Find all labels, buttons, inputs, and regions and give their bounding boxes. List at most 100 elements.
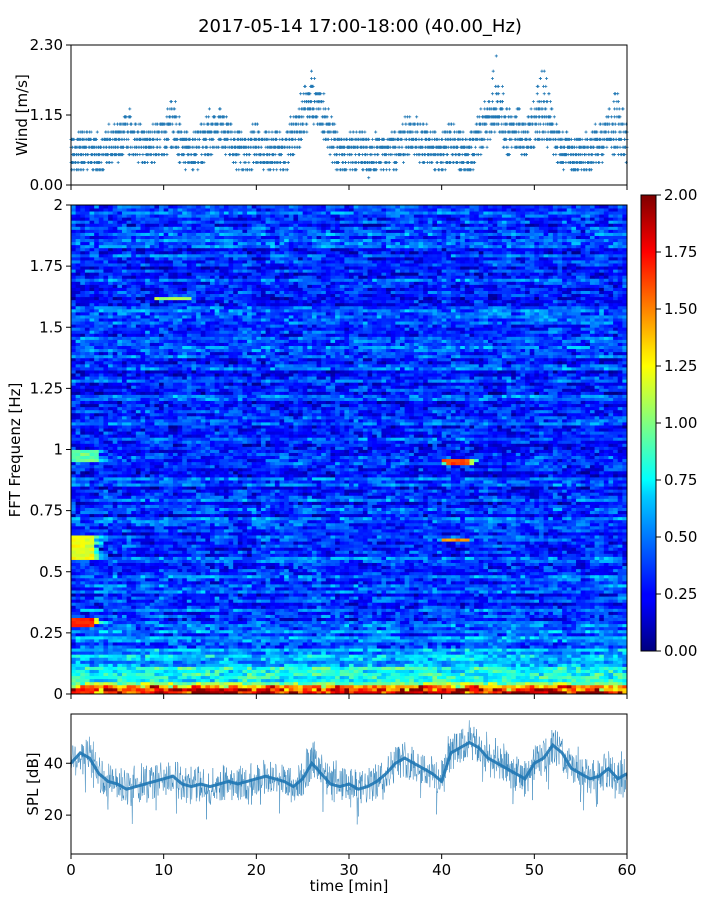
spectrogram-cell xyxy=(534,660,539,663)
spectrogram-cell xyxy=(173,682,178,685)
spectrogram-cell xyxy=(590,645,595,648)
spectrogram-cell xyxy=(256,663,261,666)
spectrogram-cell xyxy=(423,685,428,688)
spectrogram-cell xyxy=(465,654,470,657)
spectrogram-cell xyxy=(423,654,428,657)
wind-point xyxy=(322,92,325,95)
spectrogram-cell xyxy=(562,673,567,676)
spectrogram-cell xyxy=(76,670,81,673)
spectrogram-cell xyxy=(474,648,479,651)
spectrogram-cell xyxy=(525,657,530,660)
spectrogram-cell xyxy=(233,685,238,688)
spectrogram-cell xyxy=(391,648,396,651)
spectrogram-cell xyxy=(340,685,345,688)
spectrogram-cell xyxy=(178,673,183,676)
spectrogram-cell xyxy=(154,660,159,663)
spectrogram-cell xyxy=(76,657,81,660)
spectrogram-cell xyxy=(187,657,192,660)
spectrogram-cell xyxy=(465,682,470,685)
wind-point xyxy=(289,115,292,118)
spectrogram-cell xyxy=(590,688,595,691)
spectrogram-cell xyxy=(136,651,141,654)
spectrogram-cell xyxy=(405,654,410,657)
spectrogram-cell xyxy=(303,645,308,648)
spectrogram-cell xyxy=(571,676,576,679)
spectrogram-cell xyxy=(307,685,312,688)
spectrogram-cell xyxy=(94,648,99,651)
spectrogram-cell xyxy=(460,651,465,654)
spectrogram-cell xyxy=(391,642,396,645)
spectrogram-cell xyxy=(252,688,257,691)
spectrogram-cell xyxy=(154,682,159,685)
wind-point xyxy=(470,146,473,149)
spectrogram-cell xyxy=(154,676,159,679)
spectrogram-cell xyxy=(145,673,150,676)
spectrogram-cell xyxy=(363,673,368,676)
spectrogram-cell xyxy=(395,663,400,666)
spectrogram-cell xyxy=(136,670,141,673)
spectrogram-cell xyxy=(178,663,183,666)
spectrogram-cell xyxy=(599,660,604,663)
spectrogram-cell xyxy=(117,679,122,682)
spectrogram-cell xyxy=(99,676,104,679)
spectrogram-cell xyxy=(488,645,493,648)
spectrogram-cell xyxy=(303,663,308,666)
spectrogram-cell xyxy=(145,642,150,645)
spectrogram-cell xyxy=(266,666,271,669)
spectrogram-cell xyxy=(363,648,368,651)
spectrogram-cell xyxy=(377,682,382,685)
spectrogram-cell xyxy=(590,660,595,663)
spectrogram-cell xyxy=(354,666,359,669)
spectrogram-cell xyxy=(502,645,507,648)
spectrogram-cell xyxy=(516,660,521,663)
spectrogram-cell xyxy=(266,685,271,688)
spectrogram-cell xyxy=(344,660,349,663)
spectrogram-cell xyxy=(474,657,479,660)
wind-point xyxy=(539,123,542,126)
spectrogram-cell xyxy=(71,663,76,666)
spectrogram-cell xyxy=(94,676,99,679)
spectrogram-cell xyxy=(395,679,400,682)
spectrogram-cell xyxy=(409,688,414,691)
spectrogram-cell xyxy=(451,648,456,651)
spectrogram-cell xyxy=(215,688,220,691)
wind-x-ticks xyxy=(71,185,627,190)
spectrogram-cell xyxy=(136,673,141,676)
spectrogram-cell xyxy=(349,676,354,679)
spectrogram-cell xyxy=(456,654,461,657)
spectrogram-cell xyxy=(113,657,118,660)
spectrogram-cell xyxy=(465,685,470,688)
wind-point xyxy=(612,100,615,103)
spectrogram-cell xyxy=(131,673,136,676)
spectrogram-cell xyxy=(289,660,294,663)
wind-point xyxy=(371,138,374,141)
spectrogram-cell xyxy=(127,645,132,648)
spectrogram-cell xyxy=(502,685,507,688)
spectrogram-cell xyxy=(585,673,590,676)
spectrogram-cell xyxy=(460,682,465,685)
spectrogram-cell xyxy=(289,685,294,688)
spectrogram-cell xyxy=(340,648,345,651)
spectrogram-cell xyxy=(335,679,340,682)
spectrogram-cell xyxy=(131,642,136,645)
spectrogram-cell xyxy=(303,685,308,688)
spectrogram-cell xyxy=(201,660,206,663)
spectrogram-cell xyxy=(432,648,437,651)
wind-point xyxy=(491,100,494,103)
spectrogram-cell xyxy=(312,651,317,654)
spectrogram-cell xyxy=(419,651,424,654)
spectrogram-cell xyxy=(71,639,76,642)
spectrogram-cell xyxy=(85,682,90,685)
spectrogram-cell xyxy=(136,639,141,642)
spectrogram-cell xyxy=(224,639,229,642)
spectrogram-cell xyxy=(173,645,178,648)
spectrogram-cell xyxy=(289,654,294,657)
spectrogram-cell xyxy=(321,673,326,676)
spectrogram-cell xyxy=(516,654,521,657)
spectrogram-cell xyxy=(196,648,201,651)
spectrogram-cell xyxy=(534,654,539,657)
spectrogram-cell xyxy=(90,645,95,648)
spectrogram-cell xyxy=(558,645,563,648)
spectrogram-cell xyxy=(562,648,567,651)
